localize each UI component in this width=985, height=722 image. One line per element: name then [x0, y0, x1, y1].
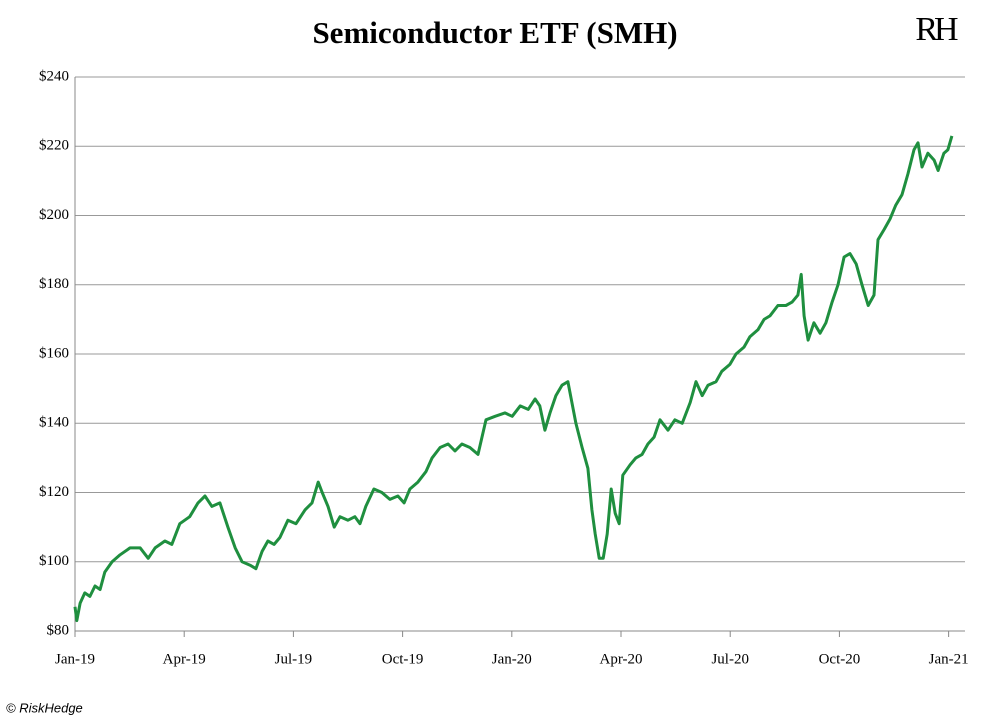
y-tick-label: $80 — [47, 622, 70, 638]
x-tick-label: Jul-19 — [275, 651, 313, 667]
x-tick-label: Jul-20 — [711, 651, 749, 667]
y-tick-label: $120 — [39, 484, 69, 500]
x-tick-label: Apr-19 — [163, 651, 206, 667]
x-tick-label: Oct-20 — [819, 651, 861, 667]
y-tick-label: $180 — [39, 276, 69, 292]
x-tick-label: Jan-20 — [492, 651, 532, 667]
y-tick-label: $220 — [39, 138, 69, 154]
series-line — [73, 135, 954, 623]
y-tick-label: $140 — [39, 415, 69, 431]
y-tick-label: $240 — [39, 68, 69, 84]
y-tick-label: $200 — [39, 207, 69, 223]
y-tick-label: $160 — [39, 345, 69, 361]
x-tick-label: Jan-19 — [55, 651, 95, 667]
x-tick-label: Apr-20 — [599, 651, 642, 667]
x-tick-label: Oct-19 — [382, 651, 424, 667]
footer: © RiskHedge — [6, 700, 83, 715]
y-tick-label: $100 — [39, 553, 69, 569]
chart-title: Semiconductor ETF (SMH) — [312, 15, 677, 50]
logo: RH — [915, 11, 958, 48]
x-tick-label: Jan-21 — [929, 651, 969, 667]
